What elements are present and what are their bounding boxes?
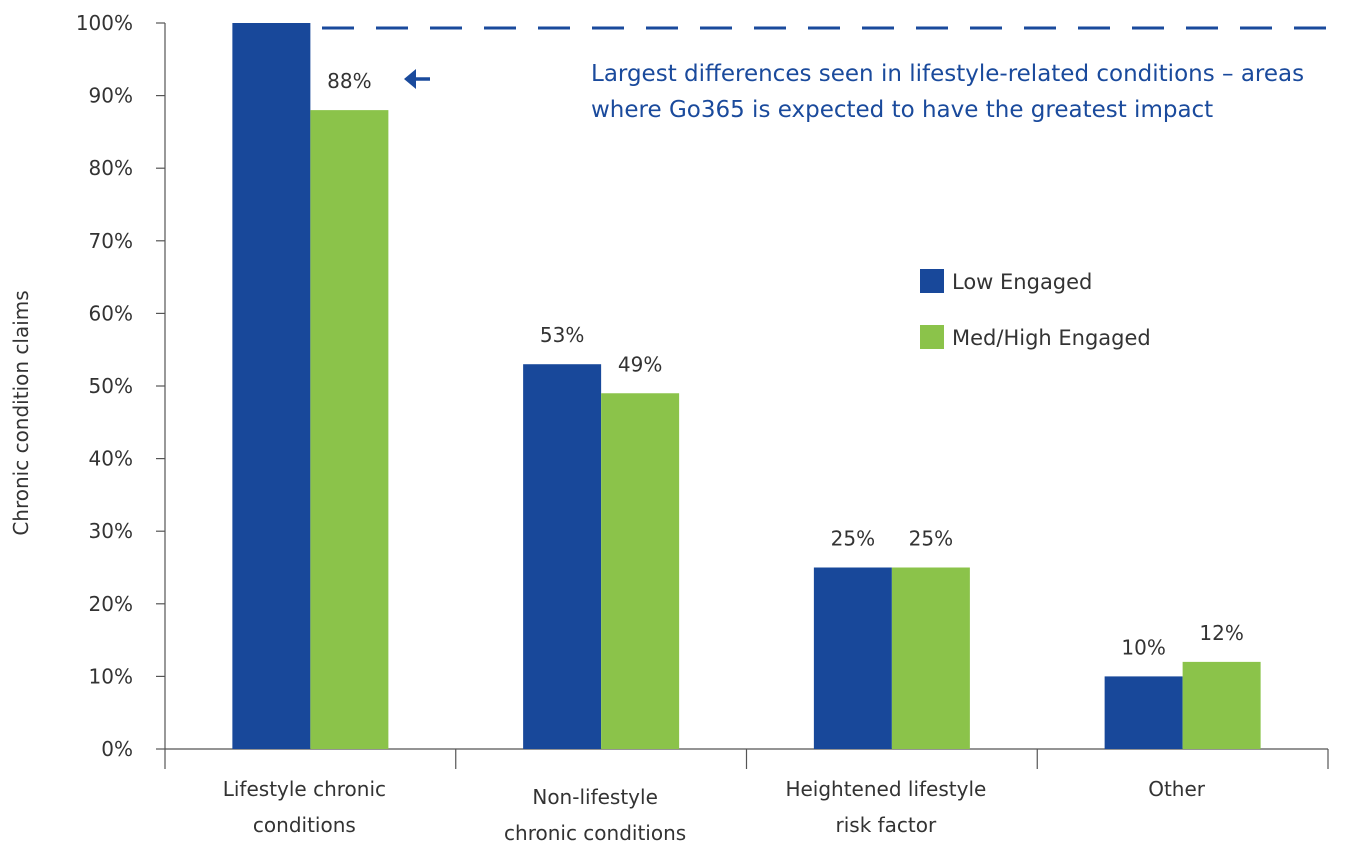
y-tick-label: 90%	[89, 84, 133, 108]
y-tick-label: 10%	[89, 664, 133, 688]
x-ticks	[164, 749, 1329, 769]
bar-med-high-engaged-3	[1182, 661, 1261, 749]
bar-low-engaged-3	[1104, 676, 1183, 749]
y-tick-label: 20%	[89, 592, 133, 616]
annotation-line-2: where Go365 is expected to have the grea…	[591, 97, 1213, 123]
bars	[232, 23, 1261, 750]
data-label: 25%	[909, 527, 953, 551]
y-tick-label: 40%	[89, 447, 133, 471]
category-label: chronic conditions	[504, 821, 686, 842]
data-labels: 88% 53% 49% 25% 25% 10% 12%	[327, 69, 1244, 659]
y-tick-label: 60%	[89, 301, 133, 325]
legend-label-med-high-engaged: Med/High Engaged	[952, 326, 1151, 350]
left-arrow-icon	[404, 69, 430, 89]
data-label: 49%	[618, 352, 662, 376]
y-axis-label: Chronic condition claims	[9, 290, 33, 535]
bar-med-high-engaged-1	[601, 393, 680, 749]
annotation-line-1: Largest differences seen in lifestyle-re…	[591, 61, 1304, 87]
bar-low-engaged-1	[523, 364, 602, 749]
bar-med-high-engaged-2	[891, 567, 970, 749]
y-tick-label: 0%	[101, 737, 133, 761]
category-label: conditions	[253, 813, 356, 837]
data-label: 12%	[1199, 621, 1243, 645]
y-tick-label: 80%	[89, 156, 133, 180]
category-label: Heightened lifestyle	[785, 777, 986, 801]
data-label: 10%	[1121, 635, 1165, 659]
bar-low-engaged-2	[813, 567, 892, 749]
legend-swatch-low-engaged	[920, 269, 944, 293]
annotation: Largest differences seen in lifestyle-re…	[404, 61, 1304, 123]
bar-med-high-engaged-0	[310, 110, 389, 750]
category-label: Other	[1148, 777, 1206, 801]
data-label: 25%	[831, 527, 875, 551]
legend-swatch-med-high-engaged	[920, 325, 944, 349]
category-labels: Lifestyle chronic conditions Non-lifestyle…	[223, 777, 1206, 842]
legend-label-low-engaged: Low Engaged	[952, 270, 1092, 294]
bar-low-engaged-0	[232, 23, 311, 749]
data-label: 53%	[540, 323, 584, 347]
y-tick-label: 100%	[76, 11, 133, 35]
category-label: risk factor	[836, 813, 938, 837]
category-label: Lifestyle chronic	[223, 777, 386, 801]
legend: Low Engaged Med/High Engaged	[920, 269, 1151, 350]
y-tick-label: 50%	[89, 374, 133, 398]
category-label: Non-lifestyle	[532, 785, 658, 809]
y-tick-label: 70%	[89, 229, 133, 253]
y-tick-label: 30%	[89, 519, 133, 543]
y-ticks: 0% 10% 20% 30% 40% 50% 60% 70% 80% 90% 100%	[76, 11, 165, 761]
data-label: 88%	[327, 69, 371, 93]
